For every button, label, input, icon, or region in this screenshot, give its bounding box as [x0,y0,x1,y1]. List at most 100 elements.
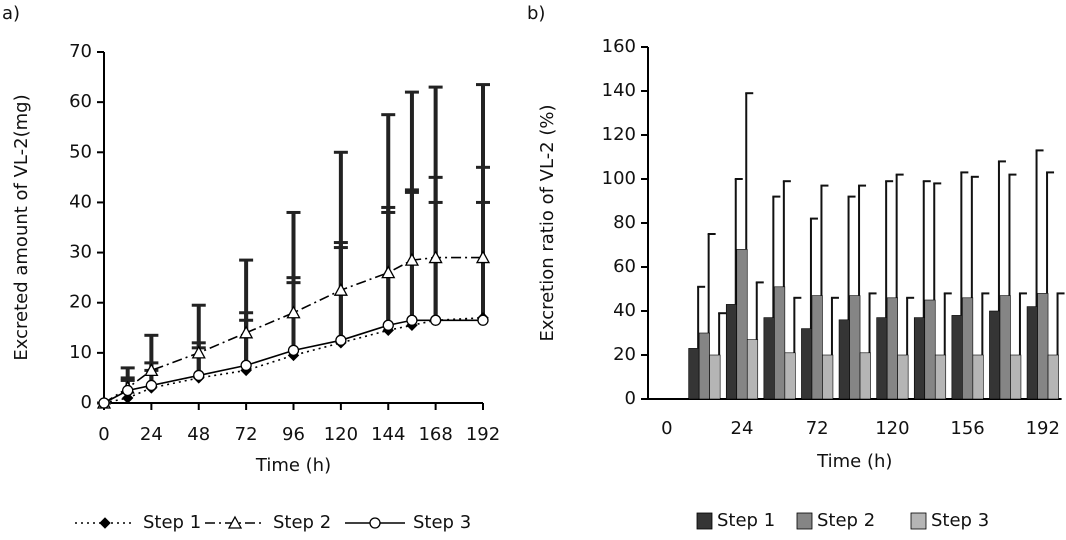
legend-label: Step 1 [143,512,201,533]
y-tick-label: 20 [69,292,92,313]
error-bar [755,281,764,340]
x-tick-label: 120 [324,424,358,445]
error-bar [707,233,716,333]
bar [688,348,700,400]
x-tick-label: 120 [875,418,909,439]
error-bar [933,182,942,300]
y-tick-label: 0 [625,388,636,409]
y-tick-label: 120 [602,124,636,145]
error-bar [718,312,727,355]
error-bar [782,180,791,287]
x-tick-label: 168 [418,424,452,445]
error-bar [847,195,856,320]
error-bar [830,296,839,355]
point-marker [404,252,420,266]
point-marker [240,359,252,372]
x-tick-label: 48 [187,424,210,445]
point-marker [144,363,159,377]
y-tick-label: 20 [613,344,636,365]
bar [746,339,759,400]
y-tick-label: 100 [602,168,636,189]
bar [822,354,834,400]
bar [913,317,926,400]
legend-swatch [910,512,927,530]
x-tick-label: 192 [466,424,500,445]
bar [811,295,823,400]
bar [1026,306,1038,400]
error-bar [895,173,904,298]
point-marker [382,319,394,331]
error-bar [868,292,877,353]
point-marker [381,265,396,279]
error-bar [885,180,894,318]
bar [763,317,775,400]
y-tick-label: 40 [613,300,636,321]
point-marker [335,334,347,346]
series-line [103,256,483,404]
point-marker [145,379,158,392]
error-bar [997,160,1006,311]
x-tick-label: 0 [98,424,109,445]
bar [859,352,871,400]
error-bar [1018,292,1027,355]
error-bar [697,285,706,349]
error-bar [1008,173,1017,296]
y-tick-label: 60 [613,256,636,277]
bar [1010,354,1022,400]
legend-marker [369,517,381,529]
bar [698,332,710,400]
bar [934,354,947,400]
bar [989,310,1001,400]
bar [962,297,974,400]
legend-label: Step 3 [413,512,471,533]
bar [897,354,909,400]
bar [784,352,796,400]
panel-label: b) [527,3,545,24]
y-tick-label: 70 [69,41,92,62]
legend-label: Step 2 [817,510,875,531]
legend-marker [227,515,243,529]
bar [886,297,898,400]
error-bar [734,178,743,305]
y-tick-label: 50 [69,141,92,162]
error-bar [970,175,979,298]
x-axis-label: Time (h) [816,451,892,472]
point-marker [477,314,489,326]
point-marker [98,397,110,409]
bar [709,354,721,400]
error-bar [793,296,802,353]
x-tick-label: 144 [371,424,405,445]
error-bar [981,292,990,355]
x-tick-label: 24 [731,418,754,439]
x-tick-label: 192 [1026,418,1060,439]
panel-label: a) [2,3,20,24]
error-bar [820,184,829,296]
point-marker [333,282,348,296]
error-bar [191,303,206,353]
x-tick-label: 72 [235,424,258,445]
bar [876,317,888,400]
y-tick-label: 0 [81,392,92,413]
y-axis-label: Excreted amount of VL-2(mg) [11,94,32,360]
legend-swatch [696,512,713,530]
bar [774,286,786,400]
bar [801,328,813,400]
bar [1047,354,1059,400]
y-tick-label: 40 [69,191,92,212]
error-bar [745,92,754,250]
point-marker [428,250,443,264]
error-bar [772,195,781,318]
point-marker [475,250,491,264]
x-axis-label: Time (h) [255,455,331,476]
legend-marker [99,517,111,529]
y-tick-label: 80 [613,212,636,233]
error-bar [960,171,969,316]
bar [951,315,963,400]
error-bar [1056,292,1065,355]
bar [849,295,861,400]
bar [838,319,850,400]
point-marker [429,314,442,326]
error-bar [906,296,915,355]
x-tick-label: 24 [140,424,163,445]
